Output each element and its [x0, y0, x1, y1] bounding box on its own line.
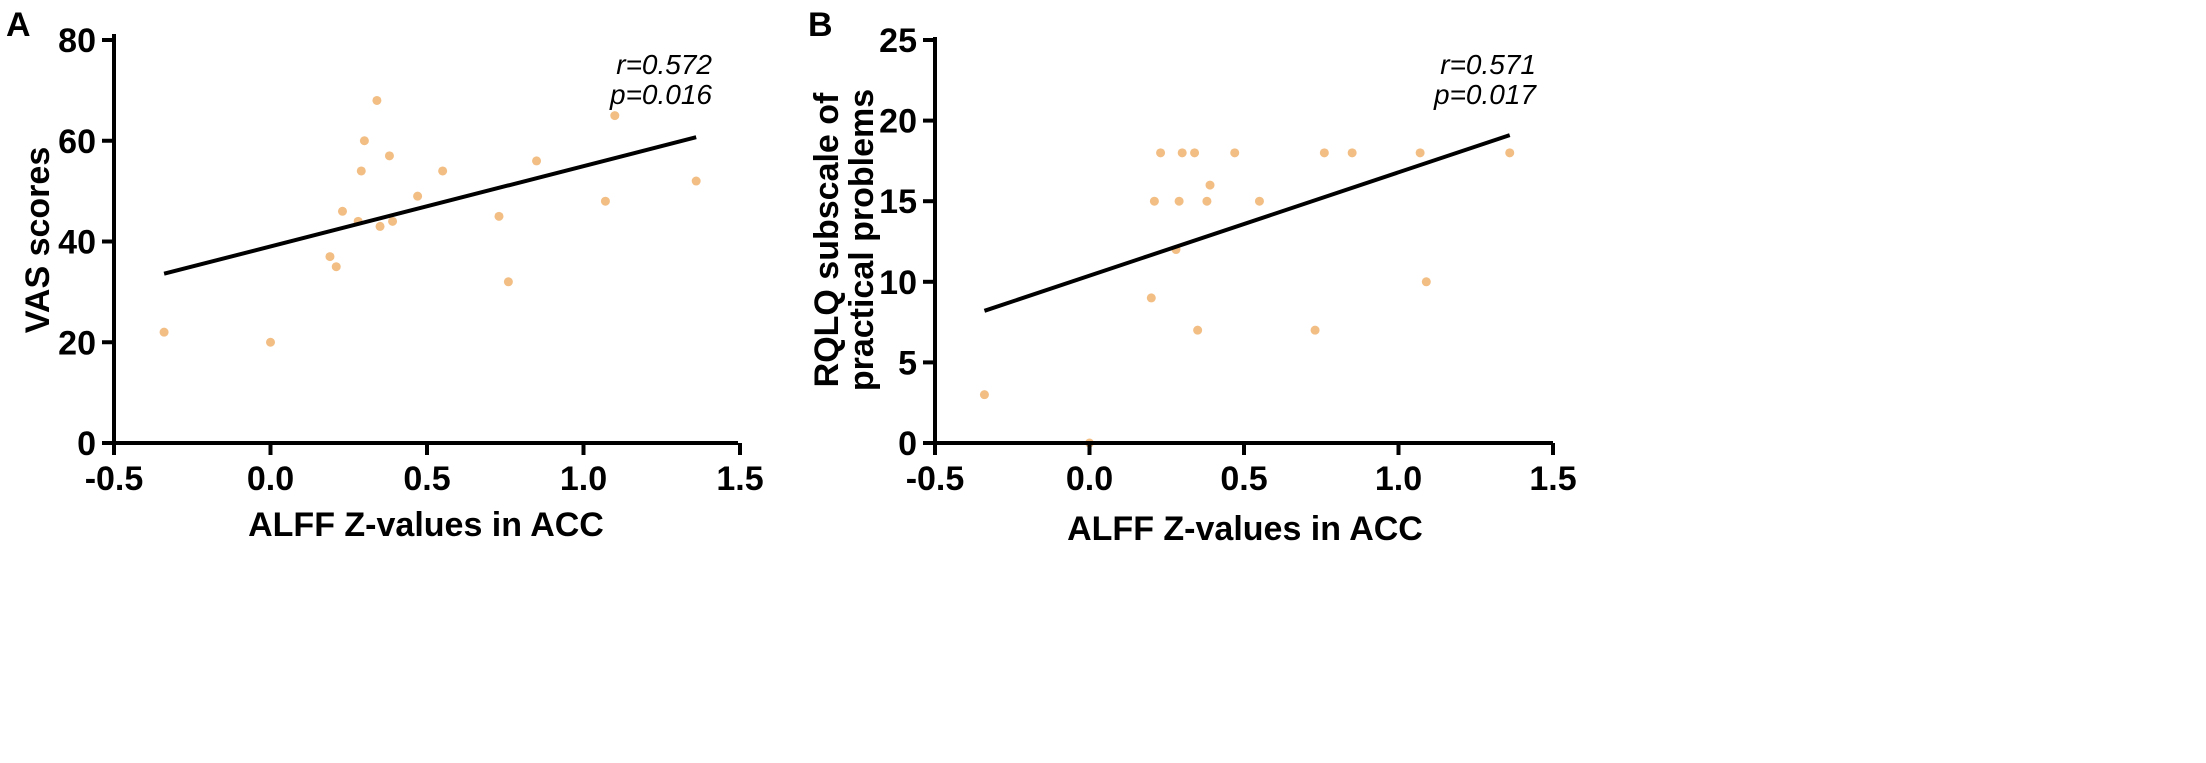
panel-b-y-ticks: 0 5 10 15 20 25: [879, 22, 935, 463]
panel-b-point: [1174, 196, 1184, 206]
panel-a-point: [503, 277, 513, 287]
panel-b-y-tick-label: 10: [879, 264, 917, 302]
panel-a-y-tick-label: 60: [58, 123, 96, 161]
panel-a-point: [532, 156, 542, 166]
panel-b-point: [1190, 148, 1200, 158]
panel-b-x-tick-label: 0.0: [1066, 460, 1113, 498]
panel-b-point: [979, 390, 989, 400]
panel-a-point: [266, 337, 275, 347]
panel-a-points: [159, 95, 701, 347]
panel-a-y-tick-label: 80: [58, 22, 96, 60]
panel-a-point: [610, 111, 620, 121]
panel-a-y-tick-label: 40: [58, 224, 96, 262]
panel-b-y-axis-title-line-1: RQLQ subscale of: [808, 92, 846, 387]
panel-b-x-axis-title: ALFF Z-values in ACC: [1067, 510, 1423, 548]
panel-a-point: [388, 216, 398, 226]
panel-a-x-tick-label: 0.0: [247, 460, 294, 498]
panel-b-point: [1149, 196, 1159, 206]
panel-b-regression-line: [983, 133, 1511, 313]
panel-a-y-tick-label: 20: [58, 324, 96, 362]
panel-b-point: [1205, 180, 1215, 190]
panel-b-chart: B 0 5 10 15 20 25 -0.5 0.0 0.5 1.0 1.5 r=0.571 p=…: [808, 6, 1577, 548]
panel-b-point: [1156, 148, 1166, 158]
panel-b-point: [1193, 325, 1203, 335]
panel-b-x-tick-label: 1.0: [1375, 460, 1422, 498]
panel-a-point: [325, 252, 335, 262]
panel-a-x-ticks: -0.5 0.0 0.5 1.0 1.5: [85, 443, 764, 498]
panel-a-point: [337, 206, 347, 216]
panel-a-point: [691, 176, 701, 186]
panel-b-y-tick-label: 20: [879, 103, 917, 141]
panel-a-x-tick-label: 1.0: [560, 460, 607, 498]
panel-a-point: [494, 211, 504, 221]
panel-b-points: [979, 148, 1515, 448]
panel-b-point: [1177, 148, 1187, 158]
panel-a-y-axis-title: VAS scores: [19, 147, 57, 333]
panel-a-x-tick-label: 1.5: [716, 460, 763, 498]
panel-a-p-value: p=0.016: [609, 79, 712, 110]
panel-a-point: [438, 166, 448, 176]
panel-b-point: [1146, 293, 1156, 303]
panel-b-y-tick-label: 0: [898, 425, 917, 463]
panel-a-point: [600, 196, 610, 206]
panel-b-p-value: p=0.017: [1433, 79, 1537, 110]
panel-b-x-ticks: -0.5 0.0 0.5 1.0 1.5: [906, 443, 1577, 498]
panel-a-point: [359, 136, 369, 146]
panel-b-point: [1319, 148, 1329, 158]
panel-a-x-tick-label: 0.5: [403, 460, 450, 498]
panel-a-x-tick-label: -0.5: [85, 460, 144, 498]
panel-a-r-value: r=0.572: [616, 49, 712, 80]
panel-a-point: [384, 151, 394, 161]
panel-b-point: [1347, 148, 1357, 158]
panel-b-x-tick-label: 0.5: [1220, 460, 1267, 498]
panel-b-point: [1415, 148, 1425, 158]
panel-b-x-tick-label: 1.5: [1529, 460, 1576, 498]
panel-b-letter: B: [808, 6, 833, 44]
panel-b-y-axis-title-line-2: practical problems: [843, 89, 881, 391]
panel-a-y-ticks: 0 20 40 60 80: [58, 22, 114, 463]
panel-a-point: [159, 327, 169, 337]
panel-b-y-tick-label: 25: [879, 22, 917, 60]
panel-b-point: [1254, 196, 1264, 206]
panel-b-point: [1421, 277, 1431, 287]
panel-b-point: [1230, 148, 1240, 158]
panel-a-letter: A: [6, 6, 31, 44]
panel-b-point: [1202, 196, 1212, 206]
panel-b-r-value: r=0.571: [1440, 49, 1536, 80]
panel-a-chart: A 0 20 40 60 80 -0.5 0.0 0.5 1.0 1.5 r=0.572 p=0…: [6, 6, 764, 544]
panel-a-point: [356, 166, 366, 176]
panel-a-y-tick-label: 0: [77, 425, 96, 463]
panel-b-y-tick-label: 15: [879, 183, 917, 221]
panel-a-regression-line: [163, 135, 697, 276]
panel-a-point: [375, 221, 385, 231]
panel-b-point: [1505, 148, 1515, 158]
panel-b-point: [1310, 325, 1320, 335]
panel-a-x-axis-title: ALFF Z-values in ACC: [248, 506, 604, 544]
panel-a-point: [372, 95, 382, 105]
panel-a-point: [331, 262, 341, 272]
panel-a-point: [413, 191, 423, 201]
panel-b-y-tick-label: 5: [898, 344, 917, 382]
panel-b-x-tick-label: -0.5: [906, 460, 965, 498]
